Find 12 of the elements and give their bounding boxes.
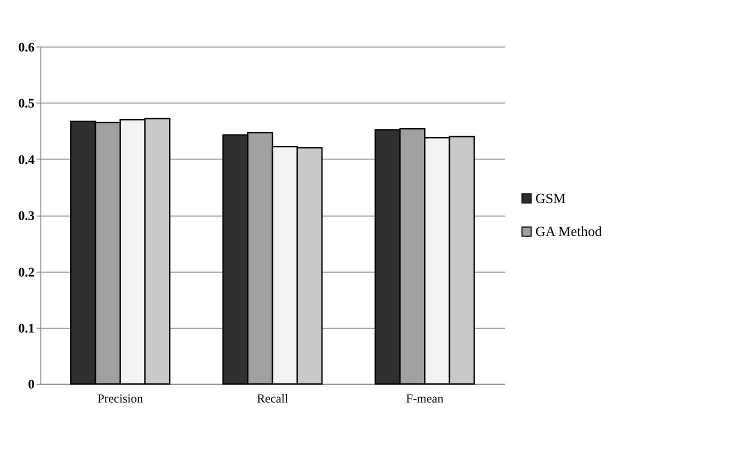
x-tick-label: Recall [256, 392, 289, 406]
x-tick-label: Precision [97, 392, 144, 406]
y-tick-label: 0 [28, 376, 36, 392]
x-tick-label: F-mean [406, 392, 444, 406]
legend-label: GSM [535, 192, 566, 207]
y-tick-label: 0.2 [18, 264, 35, 280]
legend-label: GA Method [535, 225, 602, 240]
y-tick-label: 0.5 [18, 96, 36, 111]
y-tick-label: 0.6 [18, 39, 36, 54]
y-tick-label: 0.1 [18, 320, 35, 336]
y-tick-label: 0.3 [18, 208, 36, 224]
y-tick-label: 0.4 [18, 152, 36, 167]
